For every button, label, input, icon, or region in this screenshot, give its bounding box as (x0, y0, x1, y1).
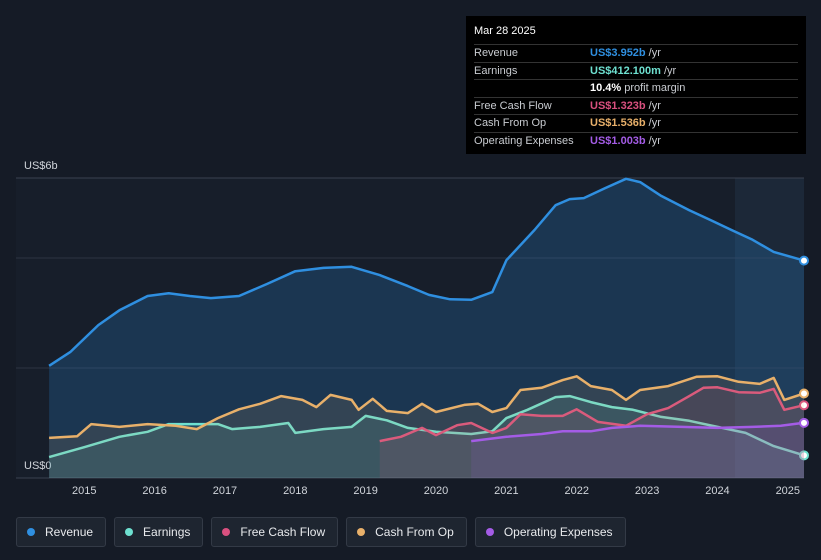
tooltip-unit: /yr (663, 64, 677, 77)
end-point (799, 255, 809, 266)
x-tick-label: 2025 (776, 485, 800, 497)
tooltip-unit: /yr (648, 47, 661, 60)
legend-dot (485, 528, 494, 536)
chart: US$0 US$6b 2015 2016 2017 2018 2019 2020 2021 202… (16, 160, 809, 497)
series-area (49, 396, 805, 478)
tooltip-value: US$1.003b (590, 134, 646, 147)
x-tick-label: 2018 (283, 485, 307, 497)
tooltip-label: Earnings (474, 64, 518, 77)
x-tick-label: 2019 (353, 485, 377, 497)
legend-button[interactable]: Revenue (16, 517, 107, 547)
legend-dot (125, 528, 134, 536)
series-line (49, 375, 805, 440)
legend-dot (27, 528, 35, 536)
end-point (799, 450, 809, 461)
tooltip-row: Earnings US$412.100m/yr (474, 61, 798, 80)
tooltip-value: US$3.952b (590, 47, 646, 60)
end-point (799, 417, 809, 428)
series-line (379, 386, 805, 443)
tooltip-label: Free Cash Flow (474, 99, 552, 112)
tooltip-value: US$1.536b (590, 117, 646, 130)
legend-button[interactable]: Free Cash Flow (211, 517, 339, 547)
legend-dot (222, 528, 231, 536)
legend-label: Earnings (143, 525, 191, 539)
series-line (471, 421, 805, 443)
x-tick-label: 2015 (72, 485, 96, 497)
legend-button[interactable]: Operating Expenses (474, 517, 626, 547)
y-tick-label: US$0 (24, 460, 52, 472)
series-line (48, 177, 805, 367)
tooltip-label: Cash From Op (474, 117, 547, 130)
tooltip-row: Revenue US$3.952b/yr (474, 44, 798, 62)
tooltip-row: Free Cash Flow US$1.323b/yr (474, 96, 798, 115)
series-area (49, 376, 805, 478)
tooltip: Mar 28 2025 Revenue US$3.952b/yr Earnings U… (466, 16, 806, 154)
legend-label: Operating Expenses (503, 525, 613, 539)
series-area (379, 387, 804, 478)
tooltip-label: Revenue (474, 47, 519, 60)
tooltip-row: Cash From Op US$1.536b/yr (474, 114, 798, 132)
end-point (799, 400, 809, 411)
tooltip-value: US$1.323b (590, 99, 646, 112)
x-tick-label: 2024 (705, 485, 729, 497)
end-point (799, 388, 809, 399)
legend-button[interactable]: Cash From Op (346, 517, 467, 547)
legend-dot (357, 528, 366, 536)
x-tick-label: 2020 (424, 485, 448, 497)
legend: Revenue Earnings Free Cash Flow Cash From O… (16, 517, 626, 547)
series-line (48, 394, 805, 459)
legend-label: Free Cash Flow (240, 525, 326, 539)
legend-label: Cash From Op (375, 525, 454, 539)
y-tick-label: US$6b (24, 160, 58, 172)
tooltip-value: US$412.100m (590, 64, 661, 77)
x-tick-label: 2017 (213, 485, 237, 497)
series-area (49, 178, 805, 479)
x-tick-label: 2023 (635, 485, 659, 497)
tooltip-unit: /yr (648, 117, 661, 130)
legend-button[interactable]: Earnings (114, 517, 204, 547)
tooltip-unit: /yr (648, 134, 661, 147)
series-area (471, 422, 804, 478)
tooltip-date: Mar 28 2025 (474, 25, 536, 37)
x-tick-label: 2021 (494, 485, 518, 497)
legend-label: Revenue (45, 525, 94, 539)
tooltip-label: Operating Expenses (474, 134, 574, 147)
x-tick-label: 2016 (142, 485, 166, 497)
x-tick-label: 2022 (565, 485, 589, 497)
tooltip-value: 10.4% (590, 82, 622, 95)
tooltip-unit: /yr (648, 99, 661, 112)
tooltip-row: Operating Expenses US$1.003b/yr (474, 131, 798, 150)
tooltip-row: 10.4% profit margin (474, 79, 798, 97)
tooltip-unit: profit margin (624, 82, 686, 95)
